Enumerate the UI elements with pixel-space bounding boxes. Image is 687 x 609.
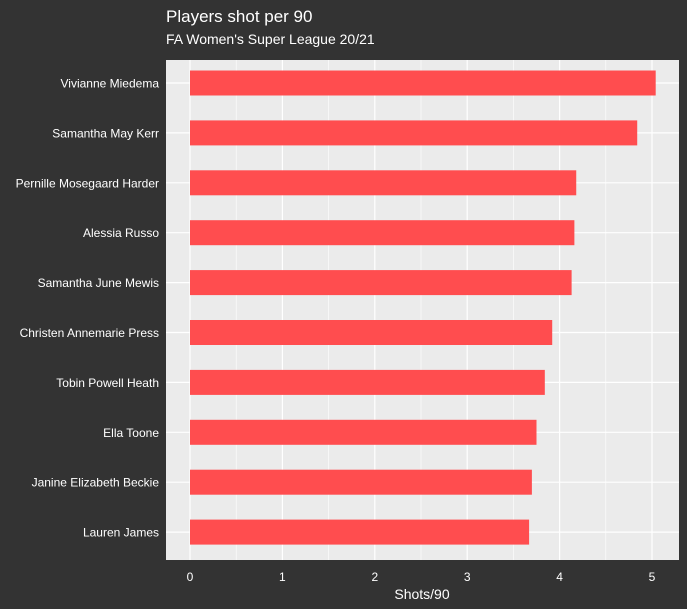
bar <box>190 320 553 345</box>
y-tick-label: Janine Elizabeth Beckie <box>32 476 160 490</box>
x-tick-label: 1 <box>279 570 286 584</box>
y-tick-label: Samantha June Mewis <box>38 276 159 290</box>
bar <box>190 270 572 296</box>
bar <box>190 369 545 395</box>
x-tick-label: 2 <box>371 570 378 584</box>
bars <box>190 70 656 545</box>
bar <box>190 170 577 196</box>
x-tick-label: 5 <box>649 570 656 584</box>
chart-subtitle: FA Women's Super League 20/21 <box>166 31 375 47</box>
x-tick-label: 0 <box>187 570 194 584</box>
x-axis-tick-labels: 0 1 2 3 4 5 <box>187 570 656 584</box>
bar <box>190 220 575 246</box>
y-axis-labels: Vivianne Miedema Samantha May Kerr Pernill… <box>16 77 160 540</box>
bar <box>190 469 532 495</box>
y-tick-label: Christen Annemarie Press <box>20 326 159 340</box>
y-tick-label: Lauren James <box>83 526 159 540</box>
chart-title: Players shot per 90 <box>166 7 312 26</box>
bar <box>190 70 656 96</box>
bar <box>190 419 537 445</box>
y-tick-label: Alessia Russo <box>83 226 159 240</box>
y-tick-label: Tobin Powell Heath <box>56 376 159 390</box>
y-tick-label: Pernille Mosegaard Harder <box>16 176 159 190</box>
x-tick-label: 4 <box>556 570 563 584</box>
y-tick-label: Vivianne Miedema <box>60 77 159 91</box>
y-tick-label: Samantha May Kerr <box>52 126 159 140</box>
y-tick-label: Ella Toone <box>103 426 159 440</box>
x-axis-title: Shots/90 <box>394 586 449 602</box>
x-tick-label: 3 <box>464 570 471 584</box>
bar <box>190 120 638 146</box>
bar <box>190 519 530 545</box>
